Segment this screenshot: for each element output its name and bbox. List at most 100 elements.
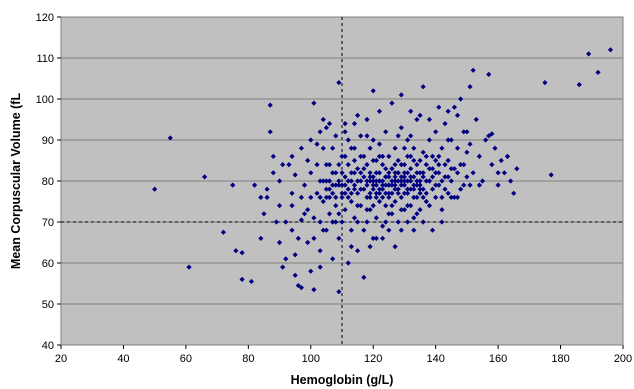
data-point	[423, 162, 429, 168]
data-point	[433, 182, 439, 188]
data-point	[351, 182, 358, 188]
data-point	[408, 166, 414, 172]
data-point	[451, 104, 457, 110]
data-point	[264, 194, 270, 200]
data-point	[364, 194, 370, 200]
y-axis-title: Mean Corpuscular Volume (fL	[9, 93, 23, 270]
data-point	[398, 194, 404, 200]
data-point	[417, 186, 423, 192]
data-point	[411, 174, 417, 180]
data-point	[389, 178, 395, 184]
data-point	[361, 153, 367, 159]
data-point	[404, 137, 411, 143]
data-point	[186, 264, 192, 270]
data-point	[508, 178, 514, 184]
data-point	[395, 157, 401, 164]
data-point	[467, 84, 473, 90]
data-point	[308, 268, 314, 274]
data-point	[342, 153, 348, 159]
data-point	[404, 153, 411, 159]
data-point	[408, 108, 414, 114]
data-point	[358, 153, 364, 159]
data-point	[386, 227, 392, 233]
data-point	[355, 178, 361, 184]
data-point	[489, 131, 495, 137]
data-point	[404, 186, 411, 192]
data-point	[498, 157, 504, 164]
data-point	[376, 153, 383, 159]
data-point	[358, 203, 364, 209]
data-point	[429, 153, 436, 159]
data-point	[355, 190, 361, 196]
data-point	[454, 145, 461, 151]
data-point	[336, 235, 342, 241]
data-point	[333, 219, 339, 225]
data-point	[404, 219, 411, 225]
data-point	[311, 287, 317, 293]
data-point	[392, 170, 398, 176]
data-point	[461, 129, 467, 135]
data-point	[289, 203, 295, 209]
data-point	[364, 162, 370, 168]
data-point	[395, 219, 401, 225]
data-point	[326, 121, 333, 127]
data-point	[330, 182, 336, 188]
x-tick-label: 160	[489, 353, 507, 365]
data-point	[326, 186, 333, 192]
data-point	[370, 186, 376, 192]
data-point	[395, 190, 401, 196]
data-point	[292, 272, 298, 278]
data-point	[311, 100, 317, 106]
data-point	[320, 227, 326, 233]
data-point	[323, 178, 329, 184]
data-point	[411, 157, 417, 164]
data-point	[358, 178, 364, 184]
data-point	[298, 194, 305, 200]
data-point	[289, 190, 295, 196]
data-point	[383, 190, 389, 196]
data-point	[342, 182, 348, 188]
data-point	[361, 227, 367, 233]
y-tick-label: 120	[36, 12, 54, 24]
data-point	[342, 121, 348, 127]
data-point	[379, 178, 386, 184]
data-point	[398, 182, 404, 188]
data-point	[323, 194, 329, 200]
data-point	[370, 174, 376, 180]
data-point	[333, 170, 339, 176]
data-point	[426, 178, 433, 184]
data-point	[489, 162, 495, 168]
data-point	[364, 219, 370, 225]
data-point	[392, 162, 398, 168]
data-point	[361, 166, 367, 172]
data-point	[220, 229, 226, 235]
data-point	[280, 264, 286, 270]
data-point	[436, 162, 442, 168]
data-point	[373, 178, 379, 184]
x-tick-label: 140	[426, 353, 444, 365]
data-point	[280, 162, 286, 168]
data-point	[342, 207, 348, 213]
x-tick-label: 40	[117, 353, 129, 365]
data-point	[429, 186, 436, 192]
data-point	[348, 190, 354, 196]
data-point	[595, 69, 601, 75]
data-point	[467, 141, 473, 147]
data-point	[305, 157, 311, 164]
data-point	[386, 182, 392, 188]
data-point	[401, 162, 408, 168]
data-point	[301, 211, 308, 217]
data-point	[351, 186, 358, 192]
data-point	[451, 166, 457, 172]
data-point	[389, 182, 395, 188]
data-point	[305, 207, 311, 213]
data-point	[417, 207, 423, 213]
data-point	[342, 190, 348, 196]
data-point	[373, 157, 379, 164]
data-point	[326, 211, 333, 217]
data-point	[504, 153, 511, 159]
data-point	[311, 215, 317, 221]
data-point	[426, 137, 433, 143]
data-point	[273, 219, 280, 225]
